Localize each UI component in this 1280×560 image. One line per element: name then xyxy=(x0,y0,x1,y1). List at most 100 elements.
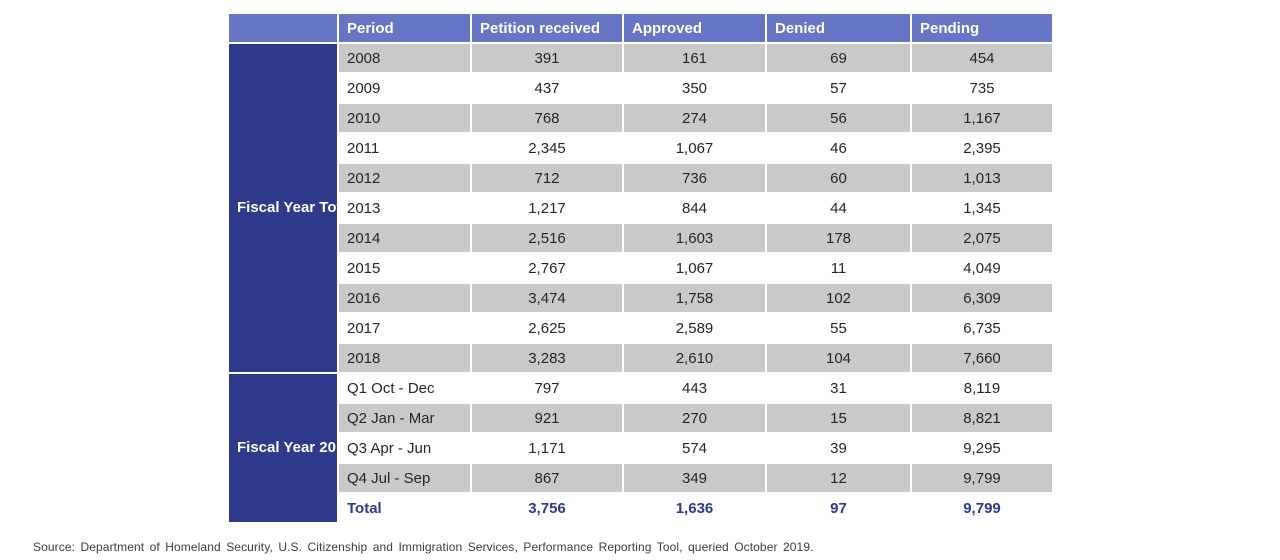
approved-cell: 443 xyxy=(624,374,765,402)
table-row-2016: 2016 3,474 1,758 102 6,309 xyxy=(229,284,1052,312)
denied-cell: 60 xyxy=(767,164,910,192)
period-cell: 2015 xyxy=(339,254,470,282)
petition-received-cell: 768 xyxy=(472,104,622,132)
total-label-cell: Total xyxy=(339,494,470,522)
pending-cell: 735 xyxy=(912,74,1052,102)
approved-cell: 1,758 xyxy=(624,284,765,312)
pending-cell: 2,075 xyxy=(912,224,1052,252)
period-cell: 2011 xyxy=(339,134,470,162)
col-header-denied: Denied xyxy=(767,14,910,42)
approved-cell: 2,589 xyxy=(624,314,765,342)
table-row-2017: 2017 2,625 2,589 55 6,735 xyxy=(229,314,1052,342)
total-petition-received-cell: 3,756 xyxy=(472,494,622,522)
period-cell: 2009 xyxy=(339,74,470,102)
period-cell: 2008 xyxy=(339,44,470,72)
petition-received-cell: 1,171 xyxy=(472,434,622,462)
approved-cell: 350 xyxy=(624,74,765,102)
approved-cell: 161 xyxy=(624,44,765,72)
pending-cell: 1,167 xyxy=(912,104,1052,132)
pending-cell: 1,013 xyxy=(912,164,1052,192)
pending-cell: 6,735 xyxy=(912,314,1052,342)
approved-cell: 736 xyxy=(624,164,765,192)
source-note: Source: Department of Homeland Security,… xyxy=(33,540,814,554)
denied-cell: 15 xyxy=(767,404,910,432)
col-header-pending: Pending xyxy=(912,14,1052,42)
corner-cell xyxy=(229,14,337,42)
approved-cell: 844 xyxy=(624,194,765,222)
table-row-q1: Fiscal Year 2019 by Quarter Q1 Oct - Dec… xyxy=(229,374,1052,522)
period-cell: 2012 xyxy=(339,164,470,192)
table-row-2008: Fiscal Year Total 2008 391 161 69 454 xyxy=(229,44,1052,372)
period-cell: Q3 Apr - Jun xyxy=(339,434,470,462)
pending-cell: 9,295 xyxy=(912,434,1052,462)
denied-cell: 57 xyxy=(767,74,910,102)
petition-received-cell: 712 xyxy=(472,164,622,192)
petition-received-cell: 867 xyxy=(472,464,622,492)
table-row-2011: 2011 2,345 1,067 46 2,395 xyxy=(229,134,1052,162)
denied-cell: 55 xyxy=(767,314,910,342)
header-row: Period Petition received Approved Denied… xyxy=(229,14,1052,42)
approved-cell: 349 xyxy=(624,464,765,492)
denied-cell: 44 xyxy=(767,194,910,222)
petition-received-cell: 2,516 xyxy=(472,224,622,252)
pending-cell: 8,821 xyxy=(912,404,1052,432)
petition-received-cell: 921 xyxy=(472,404,622,432)
total-approved-cell: 1,636 xyxy=(624,494,765,522)
col-header-petition-received: Petition received xyxy=(472,14,622,42)
denied-cell: 12 xyxy=(767,464,910,492)
table-row-2013: 2013 1,217 844 44 1,345 xyxy=(229,194,1052,222)
total-pending-cell: 9,799 xyxy=(912,494,1052,522)
period-cell: 2014 xyxy=(339,224,470,252)
denied-cell: 178 xyxy=(767,224,910,252)
petition-received-cell: 1,217 xyxy=(472,194,622,222)
petition-received-cell: 797 xyxy=(472,374,622,402)
denied-cell: 102 xyxy=(767,284,910,312)
pending-cell: 9,799 xyxy=(912,464,1052,492)
petition-received-cell: 3,283 xyxy=(472,344,622,372)
pending-cell: 4,049 xyxy=(912,254,1052,282)
table-row-2012: 2012 712 736 60 1,013 xyxy=(229,164,1052,192)
denied-cell: 11 xyxy=(767,254,910,282)
denied-cell: 31 xyxy=(767,374,910,402)
total-denied-cell: 97 xyxy=(767,494,910,522)
approved-cell: 1,067 xyxy=(624,134,765,162)
petition-received-cell: 391 xyxy=(472,44,622,72)
group-label-fiscal-year-2019-by-quarter: Fiscal Year 2019 by Quarter xyxy=(229,374,337,522)
pending-cell: 6,309 xyxy=(912,284,1052,312)
approved-cell: 270 xyxy=(624,404,765,432)
petition-received-cell: 2,625 xyxy=(472,314,622,342)
table-row-2010: 2010 768 274 56 1,167 xyxy=(229,104,1052,132)
table-row-q3: Q3 Apr - Jun 1,171 574 39 9,295 xyxy=(229,434,1052,462)
table-row-2015: 2015 2,767 1,067 11 4,049 xyxy=(229,254,1052,282)
denied-cell: 46 xyxy=(767,134,910,162)
petition-received-cell: 3,474 xyxy=(472,284,622,312)
period-cell: 2013 xyxy=(339,194,470,222)
table-row-2009: 2009 437 350 57 735 xyxy=(229,74,1052,102)
pending-cell: 2,395 xyxy=(912,134,1052,162)
period-cell: Q4 Jul - Sep xyxy=(339,464,470,492)
pending-cell: 454 xyxy=(912,44,1052,72)
col-header-approved: Approved xyxy=(624,14,765,42)
pending-cell: 1,345 xyxy=(912,194,1052,222)
denied-cell: 104 xyxy=(767,344,910,372)
period-cell: 2016 xyxy=(339,284,470,312)
pending-cell: 7,660 xyxy=(912,344,1052,372)
denied-cell: 39 xyxy=(767,434,910,462)
table-row-2018: 2018 3,283 2,610 104 7,660 xyxy=(229,344,1052,372)
approved-cell: 1,067 xyxy=(624,254,765,282)
approved-cell: 1,603 xyxy=(624,224,765,252)
approved-cell: 574 xyxy=(624,434,765,462)
approved-cell: 274 xyxy=(624,104,765,132)
period-cell: 2017 xyxy=(339,314,470,342)
denied-cell: 56 xyxy=(767,104,910,132)
period-cell: Q2 Jan - Mar xyxy=(339,404,470,432)
period-cell: 2010 xyxy=(339,104,470,132)
period-cell: Q1 Oct - Dec xyxy=(339,374,470,402)
table-row-q2: Q2 Jan - Mar 921 270 15 8,821 xyxy=(229,404,1052,432)
denied-cell: 69 xyxy=(767,44,910,72)
approved-cell: 2,610 xyxy=(624,344,765,372)
table-row-total: Total 3,756 1,636 97 9,799 xyxy=(229,494,1052,522)
col-header-period: Period xyxy=(339,14,470,42)
petition-data-table: Period Petition received Approved Denied… xyxy=(227,12,1054,524)
